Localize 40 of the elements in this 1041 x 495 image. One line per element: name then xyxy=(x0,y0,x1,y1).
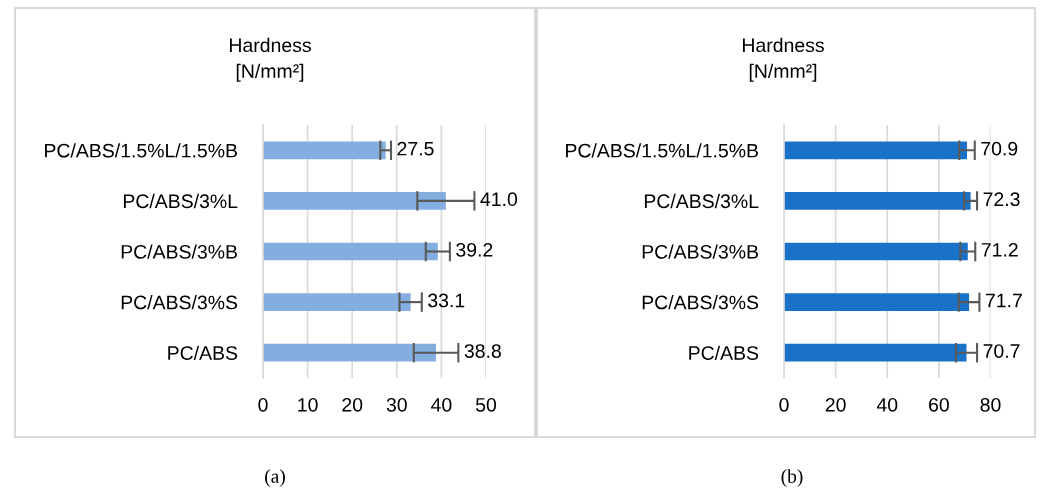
x-tick-label: 0 xyxy=(258,397,268,412)
y-tick-label: PC/ABS/3%B xyxy=(642,244,758,259)
data-label: 70.7 xyxy=(983,344,1020,358)
x-tick-label: 40 xyxy=(876,397,898,412)
bar xyxy=(263,293,411,311)
y-tick-label: PC/ABS/1.5%L/1.5%B xyxy=(566,143,758,158)
data-label: 41.0 xyxy=(480,192,518,207)
x-tick-label: 30 xyxy=(386,397,407,412)
data-label: 71.2 xyxy=(981,242,1018,257)
data-label: 70.9 xyxy=(981,141,1018,156)
data-label: 39.2 xyxy=(456,242,493,257)
x-tick-label: 20 xyxy=(342,397,363,412)
x-tick-label: 50 xyxy=(475,397,497,412)
x-tick-label: 40 xyxy=(431,397,452,412)
bar xyxy=(263,343,437,362)
bar xyxy=(263,242,438,261)
y-tick-label: PC/ABS xyxy=(168,345,238,360)
y-tick-label: PC/ABS/3%L xyxy=(123,193,238,209)
y-tick-label: PC/ABS/3%L xyxy=(644,193,759,209)
x-tick-label: 10 xyxy=(298,397,318,412)
text: (b) xyxy=(781,469,803,487)
x-tick-label: 60 xyxy=(929,397,949,412)
y-tick-label: PC/ABS/3%S xyxy=(121,295,238,310)
data-label: 38.8 xyxy=(464,344,501,358)
data-label: 27.5 xyxy=(397,141,434,156)
text: (a) xyxy=(265,469,285,487)
bar xyxy=(263,141,386,160)
data-label: 72.3 xyxy=(983,192,1020,207)
y-tick-label: PC/ABS/3%S xyxy=(642,295,759,310)
x-tick-label: 20 xyxy=(825,397,846,412)
data-label: 71.7 xyxy=(985,293,1022,308)
bar xyxy=(263,192,446,210)
chart-title: Hardness [N/mm²] xyxy=(742,37,824,82)
y-tick-label: PC/ABS/1.5%L/1.5%B xyxy=(45,143,237,158)
x-tick-label: 80 xyxy=(980,397,1001,412)
data-label: 33.1 xyxy=(428,293,465,308)
x-tick-label: 0 xyxy=(779,397,789,412)
chart-title: Hardness [N/mm²] xyxy=(229,37,311,82)
y-tick-label: PC/ABS/3%B xyxy=(121,244,237,259)
y-tick-label: PC/ABS xyxy=(689,345,759,360)
